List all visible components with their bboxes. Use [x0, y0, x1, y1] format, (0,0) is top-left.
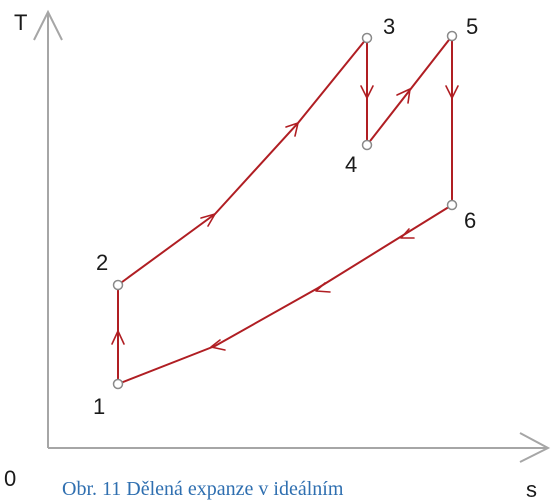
arrow-up-right-icon: [200, 213, 216, 227]
state-label-3: 3: [383, 14, 395, 39]
figure-caption: Obr. 11 Dělená expanze v ideálním: [62, 478, 344, 500]
state-label-4: 4: [345, 152, 357, 177]
state-point-4: [361, 139, 373, 151]
state-label-1: 1: [93, 394, 105, 419]
t-axis-label: T: [14, 10, 27, 35]
state-point-2: [112, 279, 124, 291]
state-label-5: 5: [466, 14, 478, 39]
state-point-6: [446, 199, 458, 211]
origin-label: 0: [4, 466, 16, 491]
arrow-down-left-icon: [400, 228, 415, 239]
arrow-up-right-icon: [396, 88, 411, 104]
state-point-1: [112, 378, 124, 390]
arrow-down-icon: [445, 85, 459, 99]
arrow-down-icon: [360, 85, 374, 99]
arrow-up-right-icon: [285, 122, 299, 137]
state-label-2: 2: [96, 250, 108, 275]
s-axis-label: s: [526, 477, 537, 502]
process-6-1: [117, 204, 453, 385]
state-point-3: [361, 32, 373, 44]
state-point-5: [446, 30, 458, 42]
arrow-down-left-icon: [210, 339, 226, 351]
arrow-up-icon: [111, 330, 125, 345]
t-axis-arrow-icon: [33, 9, 63, 41]
arrow-down-left-icon: [315, 282, 331, 293]
state-label-6: 6: [464, 208, 476, 233]
process-2-3: [117, 37, 368, 286]
s-axis-arrow-icon: [519, 432, 551, 463]
